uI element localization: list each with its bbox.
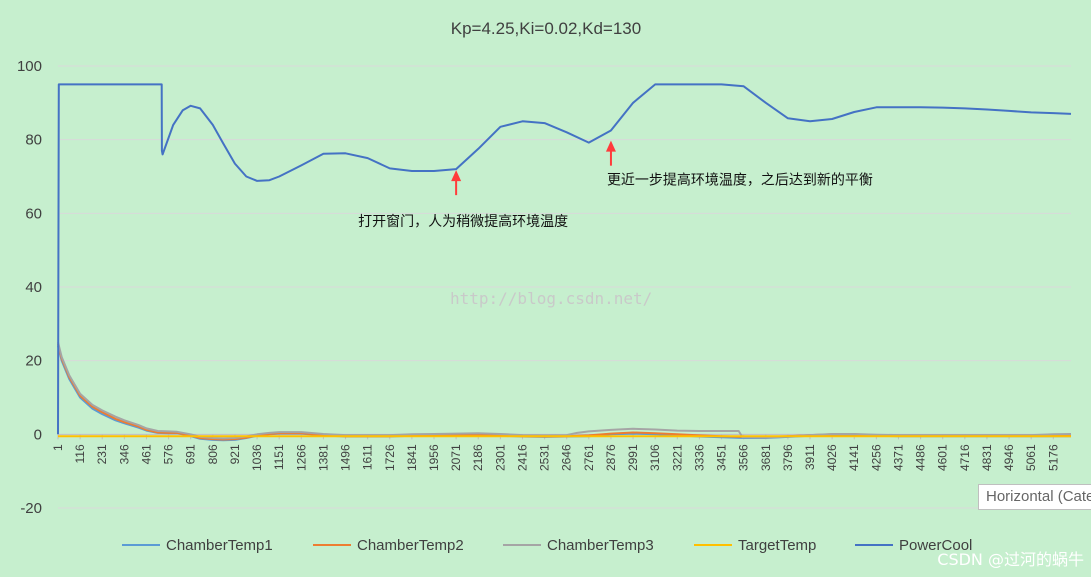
x-tick-label: 1036 [250, 444, 264, 471]
x-tick-label: 2991 [626, 444, 640, 471]
x-tick-label: 2531 [538, 444, 552, 471]
x-tick-label: 1841 [405, 444, 419, 471]
x-tick-label: 2071 [449, 444, 463, 471]
x-tick-label: 576 [162, 444, 176, 464]
x-tick-label: 461 [139, 444, 153, 464]
x-tick-label: 4026 [825, 444, 839, 471]
x-tick-label: 1496 [339, 444, 353, 471]
x-tick-label: 2761 [582, 444, 596, 471]
y-axis-ticks: -20 0 20 40 60 80 100 [17, 58, 42, 517]
x-tick-label: 231 [95, 444, 109, 464]
x-tick-label: 2876 [604, 444, 618, 471]
y-tick-label: 0 [34, 426, 42, 443]
x-tick-label: 921 [228, 444, 242, 464]
x-tick-label: 4371 [891, 444, 905, 471]
axis-tooltip: Horizontal (Category) [978, 484, 1091, 510]
series-line-chambertemp3 [57, 342, 1072, 440]
x-tick-label: 5061 [1024, 444, 1038, 471]
x-tick-label: 2186 [471, 444, 485, 471]
x-tick-label: 4256 [869, 444, 883, 471]
x-tick-label: 3106 [648, 444, 662, 471]
legend: ChamberTemp1 ChamberTemp2 ChamberTemp3 Targ… [122, 537, 972, 554]
watermark: http://blog.csdn.net/ [450, 289, 652, 308]
y-tick-label: 20 [25, 353, 42, 370]
y-tick-label: 80 [25, 132, 42, 149]
x-tick-label: 3566 [737, 444, 751, 471]
x-tick-label: 1 [51, 444, 65, 451]
x-tick-label: 691 [184, 444, 198, 464]
y-tick-label: 100 [17, 58, 42, 75]
x-tick-label: 1151 [272, 444, 286, 470]
legend-label: PowerCool [899, 537, 972, 554]
x-tick-label: 806 [206, 444, 220, 464]
x-tick-label: 4601 [936, 444, 950, 471]
x-tick-label: 1611 [361, 444, 375, 470]
series-line-chambertemp1 [57, 345, 1071, 442]
x-tick-label: 2646 [560, 444, 574, 471]
legend-label: ChamberTemp2 [357, 537, 464, 554]
x-tick-label: 2301 [493, 444, 507, 471]
x-axis-ticks: 1 116 231 346 461 576 691 806 921 1036 1151 1266 138… [51, 434, 1060, 471]
x-tick-label: 3911 [803, 444, 817, 470]
annotation-arrowhead [605, 140, 616, 152]
x-tick-label: 5176 [1046, 444, 1060, 471]
x-tick-label: 3681 [759, 444, 773, 471]
x-tick-label: 1956 [427, 444, 441, 471]
x-tick-label: 4716 [958, 444, 972, 471]
x-tick-label: 4946 [1002, 444, 1016, 471]
x-tick-label: 4486 [914, 444, 928, 471]
x-tick-label: 3221 [670, 444, 684, 471]
y-tick-label: 60 [25, 205, 42, 222]
csdn-credit: CSDN @过河的蜗牛 [937, 550, 1084, 569]
legend-label: ChamberTemp1 [166, 537, 273, 554]
x-tick-label: 4141 [847, 444, 861, 471]
x-tick-label: 1266 [294, 444, 308, 471]
annotation-arrowhead [451, 170, 462, 182]
x-tick-label: 1726 [383, 444, 397, 471]
series-line-chambertemp2 [57, 343, 1071, 441]
x-tick-label: 2416 [515, 444, 529, 471]
legend-label: TargetTemp [738, 537, 816, 554]
chart-title: Kp=4.25,Ki=0.02,Kd=130 [451, 19, 641, 38]
x-tick-label: 3336 [692, 444, 706, 471]
legend-label: ChamberTemp3 [547, 537, 654, 554]
annotation-text: 打开窗门，人为稍微提高环境温度 [358, 213, 568, 230]
x-tick-label: 346 [117, 444, 131, 464]
x-tick-label: 116 [73, 444, 87, 463]
series-lines [57, 83, 1072, 442]
annotations: 打开窗门，人为稍微提高环境温度 更近一步提高环境温度，之后达到新的平衡 [358, 140, 873, 230]
x-tick-label: 3796 [781, 444, 795, 471]
series-line-powercool [57, 83, 1072, 435]
annotation-text: 更近一步提高环境温度，之后达到新的平衡 [607, 172, 873, 189]
x-tick-label: 4831 [980, 444, 994, 471]
y-tick-label: -20 [20, 500, 42, 517]
x-tick-label: 1381 [316, 444, 330, 471]
x-tick-label: 3451 [715, 444, 729, 471]
y-tick-label: 40 [25, 279, 42, 296]
